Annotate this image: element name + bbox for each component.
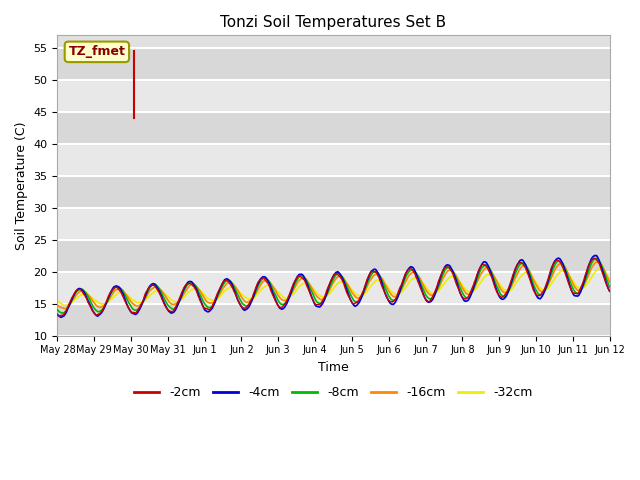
Title: Tonzi Soil Temperatures Set B: Tonzi Soil Temperatures Set B — [220, 15, 447, 30]
Text: TZ_fmet: TZ_fmet — [68, 45, 125, 59]
Bar — [58, 144, 609, 176]
X-axis label: Time: Time — [318, 361, 349, 374]
Legend: -2cm, -4cm, -8cm, -16cm, -32cm: -2cm, -4cm, -8cm, -16cm, -32cm — [129, 382, 538, 405]
Bar — [58, 176, 609, 208]
Bar — [58, 80, 609, 112]
Y-axis label: Soil Temperature (C): Soil Temperature (C) — [15, 121, 28, 250]
Bar — [58, 48, 609, 80]
Bar — [58, 272, 609, 304]
Bar — [58, 240, 609, 272]
Bar — [58, 112, 609, 144]
Bar — [58, 208, 609, 240]
Bar — [58, 304, 609, 336]
